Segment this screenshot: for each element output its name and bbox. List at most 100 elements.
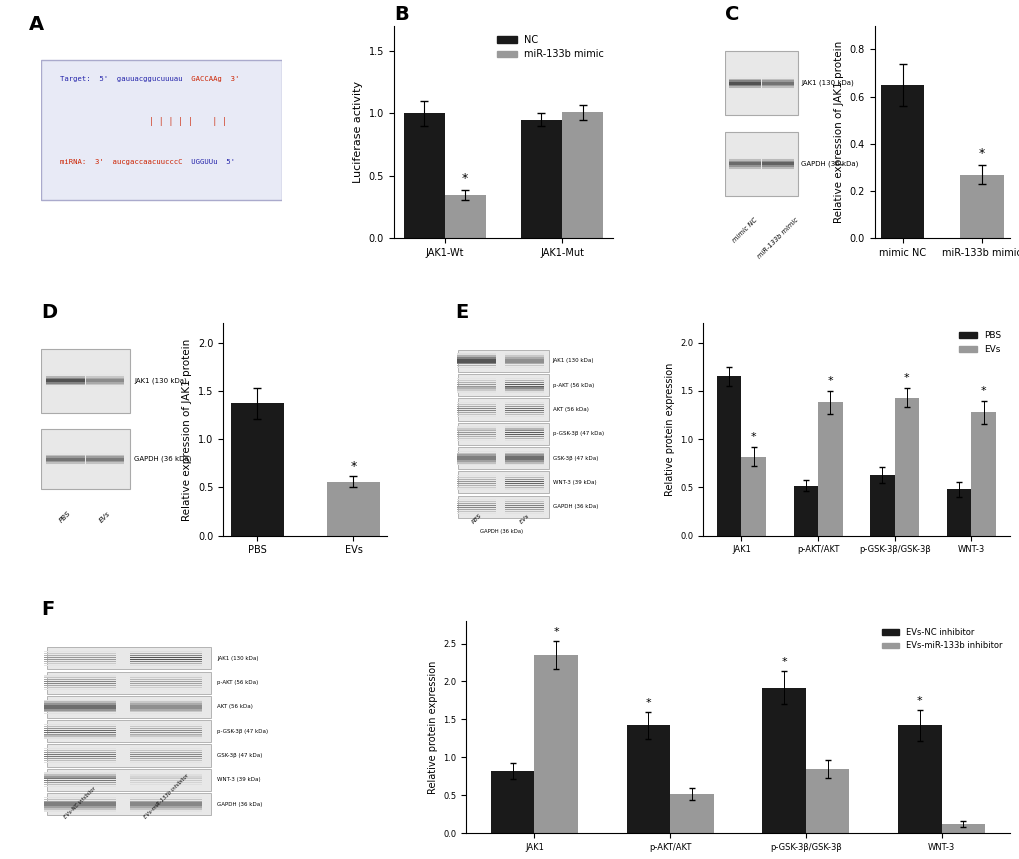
Bar	[86, 460, 124, 461]
Bar	[130, 728, 202, 729]
Bar	[130, 810, 202, 812]
Bar	[44, 758, 115, 759]
Bar	[44, 677, 115, 679]
Bar	[457, 436, 496, 437]
Bar	[130, 808, 202, 809]
Legend: EVs-NC inhibitor, EVs-miR-133b inhibitor: EVs-NC inhibitor, EVs-miR-133b inhibitor	[878, 624, 1005, 654]
Bar	[130, 685, 202, 686]
Bar	[130, 699, 202, 701]
Bar	[457, 386, 496, 387]
Bar	[504, 511, 544, 512]
Bar	[130, 713, 202, 715]
Text: EVs: EVs	[99, 510, 112, 523]
Bar	[47, 793, 211, 815]
Bar	[457, 481, 496, 482]
Text: D: D	[41, 302, 57, 322]
Text: GSK-3β (47 kDa): GSK-3β (47 kDa)	[552, 455, 597, 460]
Bar	[457, 507, 496, 509]
Bar	[729, 162, 760, 164]
Bar	[130, 752, 202, 753]
Bar	[44, 679, 115, 680]
Bar	[504, 408, 544, 409]
Bar	[44, 786, 115, 787]
Bar	[44, 707, 115, 709]
Bar	[504, 453, 544, 454]
FancyBboxPatch shape	[41, 60, 281, 200]
Bar	[130, 780, 202, 782]
Bar	[130, 754, 202, 755]
Bar	[457, 478, 496, 480]
Bar	[504, 513, 544, 514]
Bar	[504, 436, 544, 437]
Bar	[46, 381, 85, 382]
Text: GAPDH (36 kDa): GAPDH (36 kDa)	[801, 161, 858, 168]
Text: B: B	[393, 5, 409, 24]
Bar	[761, 159, 793, 161]
Bar	[504, 357, 544, 358]
Bar	[130, 651, 202, 652]
Text: *: *	[916, 697, 922, 706]
Bar	[230, 404, 283, 536]
Bar	[879, 85, 923, 238]
Bar	[457, 456, 496, 458]
Text: p-AKT (56 kDa): p-AKT (56 kDa)	[552, 382, 593, 387]
Bar	[46, 458, 85, 460]
Bar	[130, 724, 202, 725]
Bar	[130, 683, 202, 685]
Bar	[457, 454, 496, 456]
Bar	[44, 774, 115, 776]
Bar	[716, 376, 741, 536]
Bar	[44, 750, 115, 752]
Bar	[46, 375, 85, 376]
Bar	[729, 78, 760, 80]
Bar	[46, 382, 85, 384]
Bar	[457, 438, 496, 439]
Bar	[457, 357, 496, 358]
Bar	[457, 460, 496, 461]
Bar	[86, 381, 124, 382]
Bar	[504, 406, 544, 407]
Bar	[46, 464, 85, 466]
Bar	[44, 810, 115, 812]
Text: GAPDH (36 kDa): GAPDH (36 kDa)	[217, 801, 262, 807]
Bar	[504, 501, 544, 503]
Text: JAK1 (130 kDa): JAK1 (130 kDa)	[552, 358, 593, 363]
Bar	[44, 799, 115, 800]
Bar	[458, 496, 549, 518]
Bar	[46, 456, 85, 458]
Bar	[725, 132, 797, 196]
Bar	[86, 379, 124, 381]
Text: JAK1 (130 kDa): JAK1 (130 kDa)	[133, 377, 186, 384]
Text: *: *	[903, 373, 909, 383]
Bar	[130, 774, 202, 776]
Bar	[44, 702, 115, 703]
Bar	[86, 377, 124, 379]
Text: EVs-NC inhibitor: EVs-NC inhibitor	[63, 786, 97, 819]
Text: mimic NC: mimic NC	[731, 217, 758, 244]
Bar	[44, 729, 115, 731]
Text: *: *	[750, 432, 756, 442]
Bar	[457, 464, 496, 466]
Bar	[457, 353, 496, 355]
Bar	[458, 423, 549, 445]
Bar	[504, 389, 544, 391]
Bar	[44, 681, 115, 682]
Bar	[504, 386, 544, 387]
Text: UGGUUu  5': UGGUUu 5'	[60, 159, 234, 165]
Bar	[44, 728, 115, 729]
Text: GSK-3β (47 kDa): GSK-3β (47 kDa)	[217, 753, 262, 758]
Bar	[44, 651, 115, 652]
Text: WNT-3 (39 kDa): WNT-3 (39 kDa)	[552, 480, 596, 484]
Bar	[130, 737, 202, 739]
Bar	[805, 769, 849, 833]
Bar	[490, 771, 534, 833]
Bar	[457, 404, 496, 405]
Bar	[457, 410, 496, 411]
Bar	[741, 456, 765, 536]
Bar	[327, 482, 380, 536]
Bar	[869, 475, 894, 536]
Bar	[130, 758, 202, 759]
Bar	[729, 88, 760, 89]
Bar	[130, 679, 202, 680]
Bar	[458, 447, 549, 469]
